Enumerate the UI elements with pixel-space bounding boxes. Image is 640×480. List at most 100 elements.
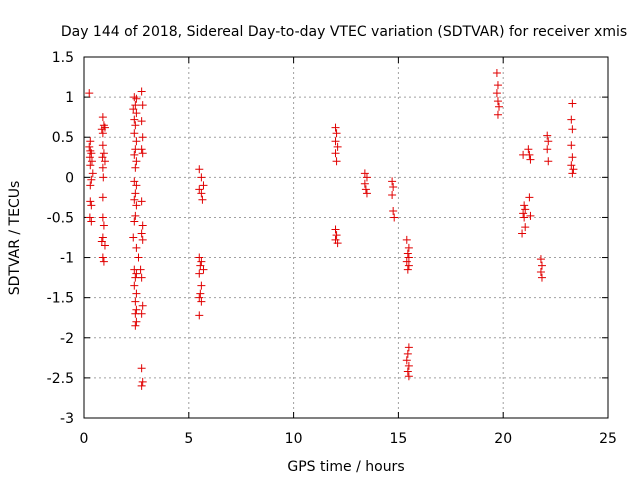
data-point [98,233,107,242]
data-point [87,201,96,210]
y-tick-label: -1.5 [47,291,74,307]
data-point [86,137,95,146]
data-point [132,201,141,210]
data-point [138,301,147,310]
data-point [132,243,141,252]
data-point [360,169,369,178]
data-point [137,381,146,390]
data-point [130,217,139,226]
data-points [85,69,578,390]
data-point [404,243,413,252]
y-axis-label: SDTVAR / TECUs [7,181,23,296]
data-point [138,221,147,230]
data-point [138,235,147,244]
data-point [197,189,206,198]
data-point [129,233,138,242]
y-tick-label: 1 [65,90,74,106]
data-point [195,185,204,194]
data-point [136,265,145,274]
data-point [88,169,97,178]
data-point [537,261,546,270]
data-point [403,349,412,358]
data-point [388,177,397,186]
data-point [568,153,577,162]
grid-lines [84,57,608,418]
data-point [402,235,411,244]
data-point [86,181,95,190]
data-point [332,129,341,138]
data-point [388,190,397,199]
data-point [132,181,141,190]
x-tick-label: 15 [389,431,407,447]
data-point [536,267,545,276]
data-point [137,197,146,206]
data-point [332,157,341,166]
data-point [332,231,341,240]
data-point [138,149,147,158]
data-point [131,189,140,198]
data-point [130,93,139,102]
x-tick-labels: 0 5 10 15 20 25 [80,431,617,447]
data-point [519,209,528,218]
data-point [389,182,398,191]
data-point [85,153,94,162]
data-point [132,317,141,326]
data-point [199,181,208,190]
y-tick-label: -3 [60,411,74,427]
data-point [518,229,527,238]
data-point [85,213,94,222]
data-point [520,213,529,222]
data-point [138,377,147,386]
data-point [197,173,206,182]
data-point [196,289,205,298]
y-tick-label: -2 [60,331,74,347]
data-point [98,213,107,222]
data-point [137,309,146,318]
data-point [98,113,107,122]
data-point [86,197,95,206]
x-tick-label: 20 [494,431,512,447]
data-point [543,131,552,140]
y-tick-label: -0.5 [47,210,74,226]
data-point [331,123,340,132]
data-point [137,87,146,96]
data-point [544,157,553,166]
data-point [536,255,545,264]
x-tick-label: 25 [599,431,617,447]
data-point [98,153,107,162]
data-point [87,217,96,226]
data-point [197,257,206,266]
data-point [131,121,140,130]
data-point [195,311,204,320]
data-point [138,133,147,142]
data-point [99,149,108,158]
x-tick-label: 5 [184,431,193,447]
data-point [362,173,371,182]
data-point [568,169,577,178]
data-point [87,157,96,166]
x-tick-label: 0 [80,431,89,447]
data-point [132,137,141,146]
data-point [100,123,109,132]
data-point [130,115,139,124]
data-point [521,205,530,214]
data-point [567,115,576,124]
data-point [493,110,502,119]
data-point [132,157,141,166]
data-point [99,257,108,266]
data-point [537,273,546,282]
x-tick-label: 10 [285,431,303,447]
data-point [137,364,146,373]
data-point [138,101,147,110]
y-tick-label: -2.5 [47,371,74,387]
data-point [495,102,504,111]
data-point [333,239,342,248]
data-point [131,297,140,306]
data-point [492,89,501,98]
data-point [130,150,139,159]
data-point [87,175,96,184]
chart-title: Day 144 of 2018, Sidereal Day-to-day VTE… [61,24,627,40]
y-tick-label: 0 [65,170,74,186]
data-point [197,297,206,306]
data-point [195,165,204,174]
